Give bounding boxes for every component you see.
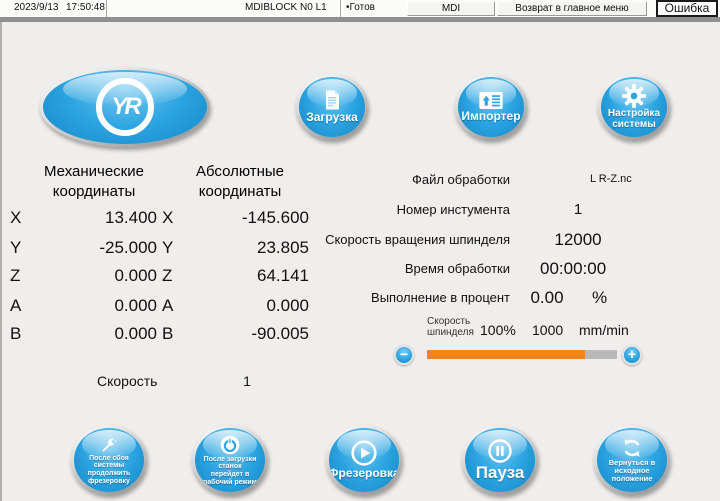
override-percent-value: 100% xyxy=(480,322,516,338)
feed-speed-label: Скорость xyxy=(97,373,158,389)
titlebar: 2023/9/13 17:50:48 MDIBLOCK N0 L1 •Готов… xyxy=(0,0,720,17)
axis-label: X xyxy=(162,208,174,227)
power-icon xyxy=(220,435,240,454)
status-dot-icon: • xyxy=(346,2,350,13)
absolute-value: 0.000 xyxy=(266,296,309,315)
tool-number-value: 1 xyxy=(573,201,583,218)
progress-unit: % xyxy=(592,288,608,307)
document-icon xyxy=(326,90,339,110)
spindle-speed-label: Скорость вращения шпинделя xyxy=(325,232,510,247)
axis-label: A xyxy=(10,296,22,315)
main-panel: YR Загрузка xyxy=(0,22,720,501)
absolute-value: -90.005 xyxy=(251,324,309,343)
mode-block-label: MDIBLOCK N0 L1 xyxy=(245,2,327,13)
brand-logo: YR xyxy=(40,67,210,147)
spindle-override-label: Скорость шпинделя xyxy=(427,316,474,338)
mechanical-value: 0.000 xyxy=(114,324,157,343)
progress-value: 0.00 xyxy=(530,288,564,307)
machining-time-label: Время обработки xyxy=(404,261,510,276)
spindle-speed-value: 12000 xyxy=(554,230,602,249)
feed-speed-value: 1 xyxy=(243,373,251,389)
titlebar-separator xyxy=(0,17,720,22)
pause-button[interactable]: Пауза xyxy=(462,425,538,495)
milling-start-button[interactable]: Фрезеровка xyxy=(326,425,402,495)
date-label: 2023/9/13 xyxy=(14,2,59,13)
return-arrows-icon xyxy=(624,438,640,457)
work-mode-after-load-button[interactable]: После загрузки станок перейдет в рабочий… xyxy=(192,425,268,495)
import-button[interactable]: Импортер xyxy=(455,74,527,140)
mechanical-value: 0.000 xyxy=(114,296,157,315)
file-label: Файл обработки xyxy=(411,172,510,187)
error-button[interactable]: Ошибка xyxy=(656,0,718,17)
override-slider-fill xyxy=(427,350,585,359)
play-icon xyxy=(351,440,377,467)
feed-rate-value: 1000 xyxy=(532,322,564,338)
resume-after-failure-label: После сбоя системы продолжить фрезеровку xyxy=(87,454,131,485)
mechanical-value: 0.000 xyxy=(114,266,157,285)
status-label: Готов xyxy=(349,2,375,13)
gear-icon xyxy=(622,84,646,108)
import-button-label: Импортер xyxy=(461,108,521,123)
axis-label: X xyxy=(10,208,22,227)
override-increase-button[interactable]: + xyxy=(622,345,642,365)
progress-label: Выполнение в процент xyxy=(371,290,510,305)
axis-label: Z xyxy=(10,266,21,285)
mechanical-coords-title: Механические координаты xyxy=(44,163,144,200)
system-settings-button[interactable]: Настройка системы xyxy=(598,74,670,140)
titlebar-divider xyxy=(106,0,107,17)
machining-time-value: 00:00:00 xyxy=(540,259,607,278)
milling-start-label: Фрезеровка xyxy=(329,466,399,481)
time-label: 17:50:48 xyxy=(66,2,105,13)
mdi-button[interactable]: MDI xyxy=(407,1,495,16)
axis-label: Y xyxy=(10,238,22,257)
absolute-value: -145.600 xyxy=(241,208,309,227)
pause-label: Пауза xyxy=(475,462,525,482)
absolute-value: 64.141 xyxy=(257,266,309,285)
axis-label: Y xyxy=(162,238,174,257)
axis-label: A xyxy=(162,296,174,315)
absolute-coords-title: Абсолютные координаты xyxy=(195,163,285,200)
mechanical-value: -25.000 xyxy=(99,238,157,257)
system-settings-button-label: Настройка системы xyxy=(607,108,661,130)
status-indicator: •Готов xyxy=(346,2,375,13)
override-slider-track[interactable] xyxy=(427,350,617,359)
return-main-menu-button[interactable]: Возврат в главное меню xyxy=(497,1,647,16)
load-button[interactable]: Загрузка xyxy=(296,74,368,140)
import-file-icon xyxy=(479,91,503,109)
return-home-position-button[interactable]: Вернуться в исходное положение xyxy=(594,425,670,495)
axis-label: B xyxy=(10,324,22,343)
file-value: L R-Z.nc xyxy=(590,173,632,185)
work-mode-after-load-label: После загрузки станок перейдет в рабочий… xyxy=(203,455,257,486)
mechanical-value: 13.400 xyxy=(105,208,157,227)
override-decrease-button[interactable]: − xyxy=(394,345,414,365)
pause-icon xyxy=(488,438,512,463)
resume-after-failure-button[interactable]: После сбоя системы продолжить фрезеровку xyxy=(71,425,147,495)
absolute-value: 23.805 xyxy=(257,238,309,257)
wrench-icon xyxy=(102,438,117,451)
axis-label: Z xyxy=(162,266,173,285)
return-home-position-label: Вернуться в исходное положение xyxy=(608,457,656,484)
feed-rate-unit: mm/min xyxy=(579,322,629,338)
load-button-label: Загрузка xyxy=(306,110,358,125)
tool-number-label: Номер инстумента xyxy=(396,202,510,217)
yr-logo-icon: YR xyxy=(96,78,154,136)
titlebar-divider xyxy=(340,0,341,17)
axis-label: B xyxy=(162,324,174,343)
